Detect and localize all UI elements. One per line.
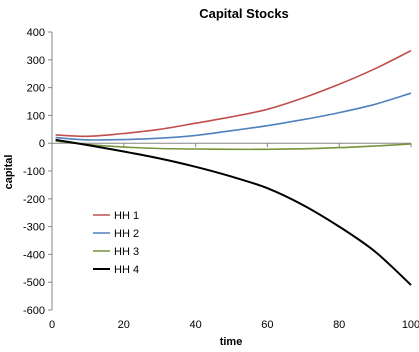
x-tick-label: 40 xyxy=(189,319,201,331)
y-axis-title: capital xyxy=(3,155,15,190)
axes: 400 300 200 100 0 -100 -200 -300 -400 -500 -600 0 20… xyxy=(23,27,419,331)
y-tick-label: 0 xyxy=(39,138,45,150)
series-lines xyxy=(55,49,412,286)
legend: HH 1 HH 2 HH 3 HH 4 xyxy=(93,210,139,276)
y-tick-label: -100 xyxy=(23,166,45,178)
legend-label: HH 2 xyxy=(114,228,139,240)
x-tick-label: 20 xyxy=(118,319,130,331)
y-tick-label: -400 xyxy=(23,249,45,261)
y-tick-label: 100 xyxy=(27,110,45,122)
x-tick-label: 0 xyxy=(49,319,55,331)
y-tick-label: 300 xyxy=(27,55,45,67)
x-axis-title: time xyxy=(220,336,243,348)
series-line-hh-3 xyxy=(55,140,412,151)
y-tick-label: 400 xyxy=(27,27,45,39)
y-tick-label: -200 xyxy=(23,194,45,206)
y-tick-label: -600 xyxy=(23,305,45,317)
series-line-hh-4 xyxy=(55,138,412,286)
legend-label: HH 1 xyxy=(114,210,139,222)
chart-title: Capital Stocks xyxy=(199,6,289,21)
legend-label: HH 4 xyxy=(114,264,139,276)
y-tick-label: -300 xyxy=(23,222,45,234)
legend-label: HH 3 xyxy=(114,246,139,258)
y-tick-label: -500 xyxy=(23,277,45,289)
x-tick-label: 60 xyxy=(261,319,273,331)
x-tick-label: 80 xyxy=(333,319,345,331)
x-tick-label: 100 xyxy=(402,319,419,331)
series-line-hh-2 xyxy=(55,92,412,141)
y-tick-label: 200 xyxy=(27,83,45,95)
series-line-hh-1 xyxy=(55,49,412,138)
